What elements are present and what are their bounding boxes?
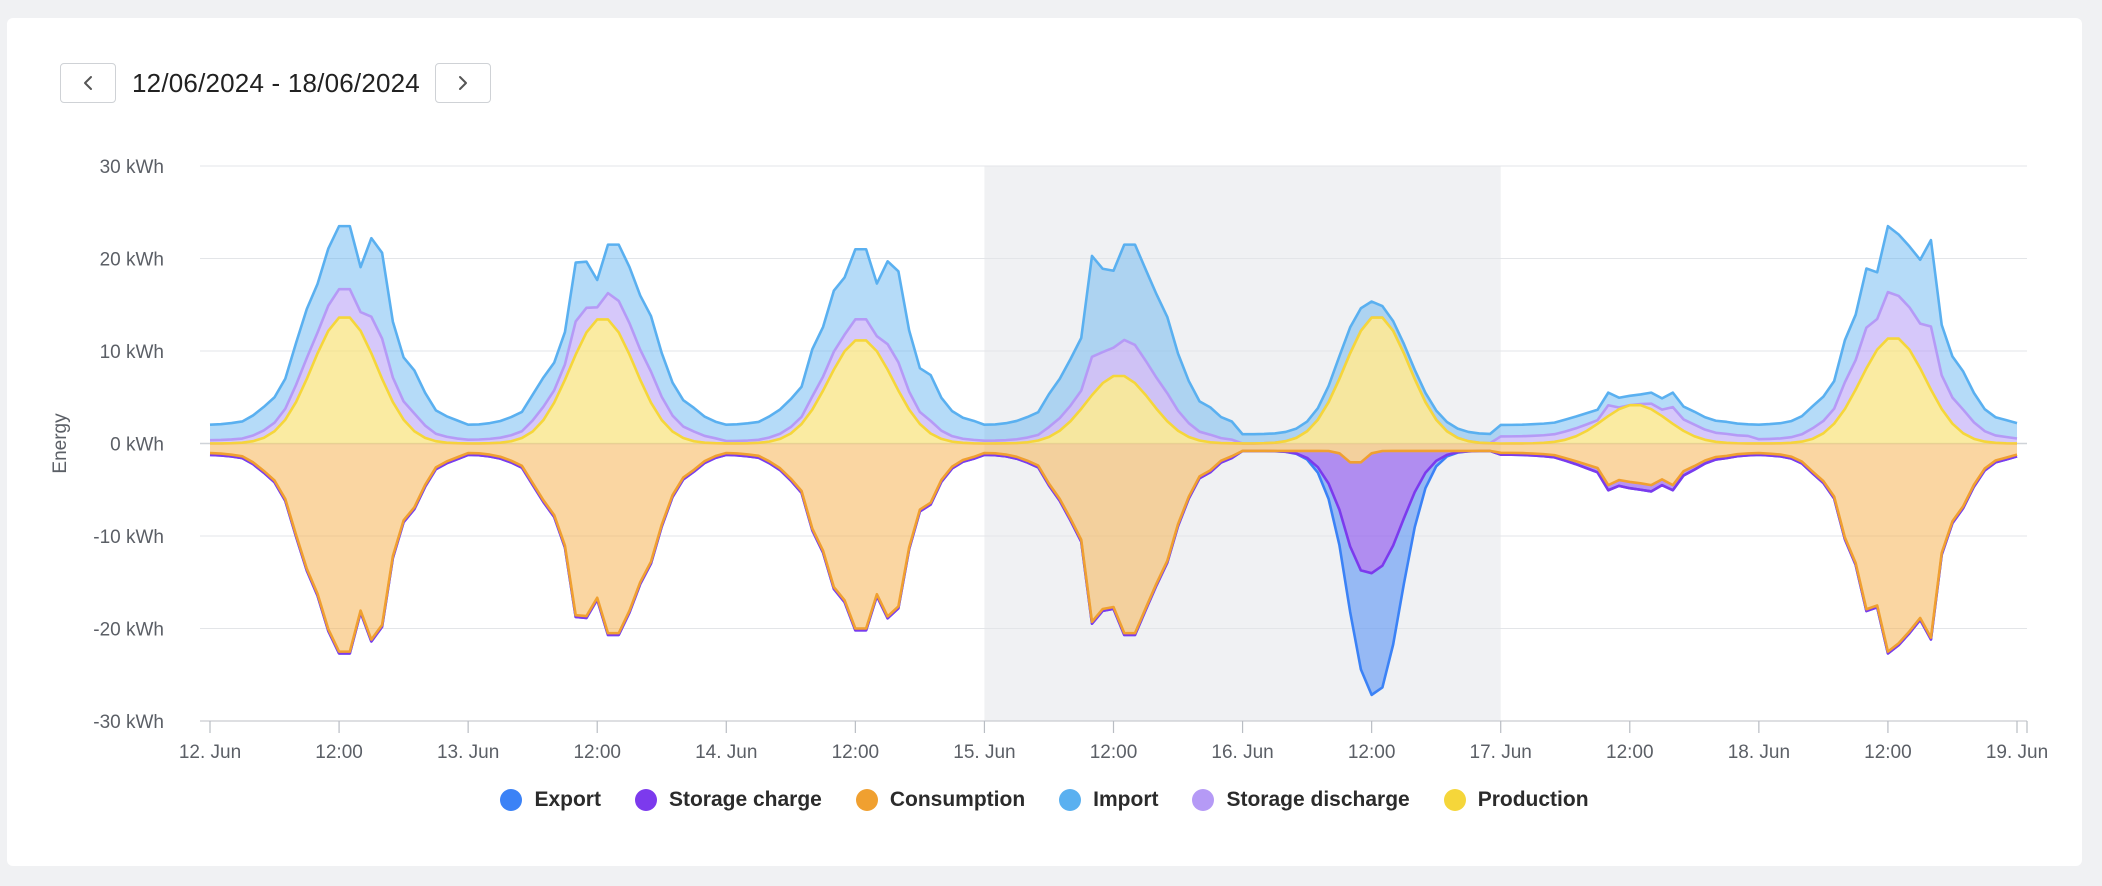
legend-item-import[interactable]: Import: [1059, 788, 1158, 812]
series-line: [209, 316, 2018, 445]
y-tick-label: 0 kWh: [110, 435, 164, 456]
x-tick-label: 12. Jun: [179, 742, 241, 763]
x-tick-label: 12:00: [1348, 742, 1396, 763]
energy-chart-card: 12/06/2024 - 18/06/2024 30 kWh 20 kWh 10 k…: [7, 18, 2082, 866]
series-area: [210, 317, 2017, 444]
legend-label: Storage charge: [668, 788, 822, 811]
series-line: [209, 287, 2018, 445]
x-tick-label: 12:00: [1090, 742, 1138, 763]
x-tick-label: 14. Jun: [695, 742, 757, 763]
series-consumption: [209, 443, 2018, 653]
next-period-button[interactable]: [434, 63, 491, 103]
energy-area-chart: 30 kWh 20 kWh 10 kWh 0 kWh -10 kWh -20 kWh -30…: [50, 157, 2048, 763]
series-line: [209, 449, 2018, 653]
legend-item-production[interactable]: Production: [1443, 788, 1589, 812]
legend-color-dot: [855, 789, 878, 811]
legend-label: Production: [1477, 788, 1589, 811]
y-tick-label: -20 kWh: [93, 620, 164, 641]
series-import: [209, 224, 2018, 444]
x-tick-label: 13. Jun: [437, 742, 499, 763]
x-tick-label: 17. Jun: [1470, 742, 1532, 763]
series-area: [210, 289, 2017, 444]
axis-layer: 30 kWh 20 kWh 10 kWh 0 kWh -10 kWh -20 kWh -30…: [93, 157, 2048, 763]
legend-label: Import: [1093, 788, 1159, 811]
x-tick-label: 12:00: [832, 742, 880, 763]
chart-legend: Export Storage charge Consumption Import Sto…: [7, 788, 2082, 812]
x-tick-label: 12:00: [573, 742, 621, 763]
legend-label: Storage discharge: [1226, 788, 1410, 811]
x-tick-label: 18. Jun: [1728, 742, 1790, 763]
legend-item-export[interactable]: Export: [500, 788, 601, 812]
y-tick-label: -30 kWh: [93, 712, 164, 733]
chevron-right-icon: [458, 76, 467, 90]
legend-color-dot: [500, 789, 523, 811]
legend-color-dot: [1059, 789, 1082, 811]
series-area: [210, 443, 2017, 652]
legend-item-storage-charge[interactable]: Storage charge: [634, 788, 822, 812]
series-layer: [209, 224, 2018, 697]
legend-item-consumption[interactable]: Consumption: [855, 788, 1026, 812]
legend-item-storage-discharge[interactable]: Storage discharge: [1192, 788, 1410, 812]
chevron-left-icon: [84, 76, 92, 90]
x-tick-label: 19. Jun: [1986, 742, 2048, 763]
legend-label: Consumption: [889, 788, 1026, 811]
legend-label: Export: [534, 788, 601, 811]
y-tick-label: 30 kWh: [100, 157, 164, 178]
x-tick-label: 12:00: [1606, 742, 1654, 763]
series-area: [210, 226, 2017, 444]
series-line: [209, 224, 2018, 436]
series-storage-discharge: [209, 287, 2018, 445]
x-tick-label: 12:00: [315, 742, 363, 763]
legend-color-dot: [1443, 789, 1466, 811]
legend-color-dot: [1192, 789, 1215, 811]
y-tick-label: 20 kWh: [100, 250, 164, 271]
x-tick-label: 12:00: [1864, 742, 1912, 763]
legend-color-dot: [634, 789, 657, 811]
series-production: [209, 316, 2018, 445]
date-navigation: 12/06/2024 - 18/06/2024: [60, 62, 491, 104]
y-tick-label: 10 kWh: [100, 342, 164, 363]
y-tick-label: -10 kWh: [93, 527, 164, 548]
date-range-label: 12/06/2024 - 18/06/2024: [132, 67, 420, 98]
previous-period-button[interactable]: [60, 63, 116, 103]
x-tick-label: 16. Jun: [1211, 742, 1273, 763]
y-axis-title: Energy: [50, 413, 71, 474]
x-tick-label: 15. Jun: [953, 742, 1015, 763]
